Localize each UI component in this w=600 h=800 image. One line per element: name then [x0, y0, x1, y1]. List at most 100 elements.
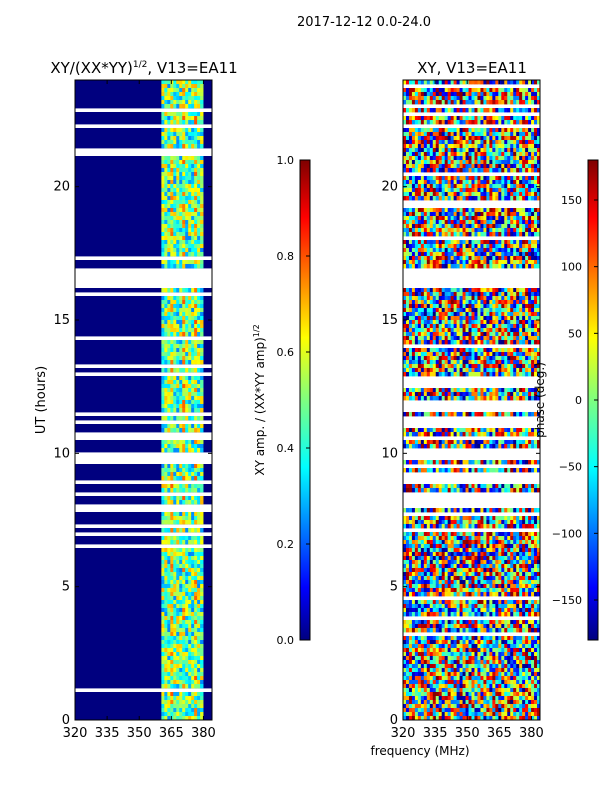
heatmap-cell [167, 500, 171, 505]
heatmap-cell [176, 664, 180, 669]
heatmap-cell [441, 188, 446, 193]
heatmap-cell [403, 208, 407, 213]
heatmap-cell [468, 160, 472, 165]
heatmap-cell [531, 244, 535, 249]
heatmap-cell [161, 212, 165, 217]
heatmap-cell [167, 684, 171, 689]
heatmap-cell [161, 568, 165, 573]
heatmap-cell [191, 380, 195, 385]
heatmap-cell [182, 468, 186, 473]
heatmap-cell [164, 648, 168, 653]
heatmap-cell [167, 144, 171, 149]
heatmap-cell [417, 336, 422, 341]
heatmap-cell [480, 80, 484, 85]
heatmap-cell [477, 392, 481, 397]
heatmap-cell [403, 328, 407, 333]
heatmap-cell [495, 324, 499, 329]
heatmap-cell [444, 332, 449, 337]
heatmap-cell [405, 100, 410, 105]
heatmap-cell [471, 140, 475, 145]
heatmap-cell [453, 304, 458, 309]
heatmap-cell [525, 176, 529, 181]
heatmap-cell [480, 360, 484, 365]
heatmap-cell [405, 300, 410, 305]
heatmap-cell [170, 600, 174, 605]
heatmap-cell [525, 196, 529, 201]
heatmap-cell [462, 288, 466, 293]
heatmap-cell [501, 324, 505, 329]
heatmap-cell [483, 208, 487, 213]
heatmap-cell [173, 216, 177, 221]
heatmap-cell [188, 384, 192, 389]
heatmap-cell [194, 160, 198, 165]
heatmap-cell [534, 180, 538, 185]
heatmap-cell [462, 396, 466, 401]
heatmap-cell [173, 120, 177, 125]
heatmap-cell [507, 372, 511, 377]
heatmap-cell [495, 132, 499, 137]
heatmap-cell [474, 288, 478, 293]
heatmap-cell [185, 664, 189, 669]
heatmap-cell [191, 652, 195, 657]
heatmap-cell [456, 184, 460, 189]
heatmap-cell [438, 248, 443, 253]
heatmap-row [75, 552, 212, 557]
heatmap-cell [161, 88, 165, 93]
heatmap-cell [468, 364, 472, 369]
heatmap-cell [537, 144, 540, 149]
heatmap-cell [414, 412, 419, 417]
heatmap-cell [450, 352, 455, 357]
heatmap-cell [194, 572, 198, 577]
heatmap-cell [456, 332, 460, 337]
heatmap-cell [489, 372, 493, 377]
heatmap-cell [477, 128, 481, 133]
heatmap-cell [194, 88, 198, 93]
heatmap-cell [176, 672, 180, 677]
heatmap-cell [444, 220, 449, 225]
heatmap-cell [429, 392, 434, 397]
heatmap-cell [510, 388, 514, 393]
heatmap-cell [432, 412, 437, 417]
heatmap-cell [477, 256, 481, 261]
heatmap-cell [414, 340, 419, 345]
heatmap-cell [459, 396, 463, 401]
heatmap-cell [432, 244, 437, 249]
heatmap-cell [420, 152, 425, 157]
heatmap-cell [411, 184, 416, 189]
heatmap-cell [480, 356, 484, 361]
heatmap-cell [176, 312, 180, 317]
heatmap-cell [200, 100, 204, 105]
heatmap-cell [519, 140, 523, 145]
heatmap-cell [453, 152, 458, 157]
heatmap-cell [510, 412, 514, 417]
heatmap-cell [519, 300, 523, 305]
heatmap-cell [480, 316, 484, 321]
heatmap-cell [191, 224, 195, 229]
heatmap-cell [405, 320, 410, 325]
heatmap-cell [179, 708, 183, 713]
heatmap-cell [161, 592, 165, 597]
heatmap-cell [170, 608, 174, 613]
heatmap-cell [194, 240, 198, 245]
heatmap-cell [525, 184, 529, 189]
heatmap-cell [200, 216, 204, 221]
heatmap-row [75, 680, 212, 685]
heatmap-cell [170, 184, 174, 189]
heatmap-cell [182, 396, 186, 401]
heatmap-cell [435, 176, 440, 181]
heatmap-cell [462, 92, 466, 97]
heatmap-cell [179, 696, 183, 701]
heatmap-cell [173, 212, 177, 217]
heatmap-cell [194, 104, 198, 109]
heatmap-cell [432, 180, 437, 185]
heatmap-cell [411, 336, 416, 341]
heatmap-cell [489, 156, 493, 161]
heatmap-cell [188, 468, 192, 473]
heatmap-cell [510, 312, 514, 317]
heatmap-cell [423, 392, 428, 397]
heatmap-cell [417, 296, 422, 301]
heatmap-cell [179, 444, 183, 449]
heatmap-cell [519, 244, 523, 249]
heatmap-cell [188, 116, 192, 121]
heatmap-cell [161, 96, 165, 101]
